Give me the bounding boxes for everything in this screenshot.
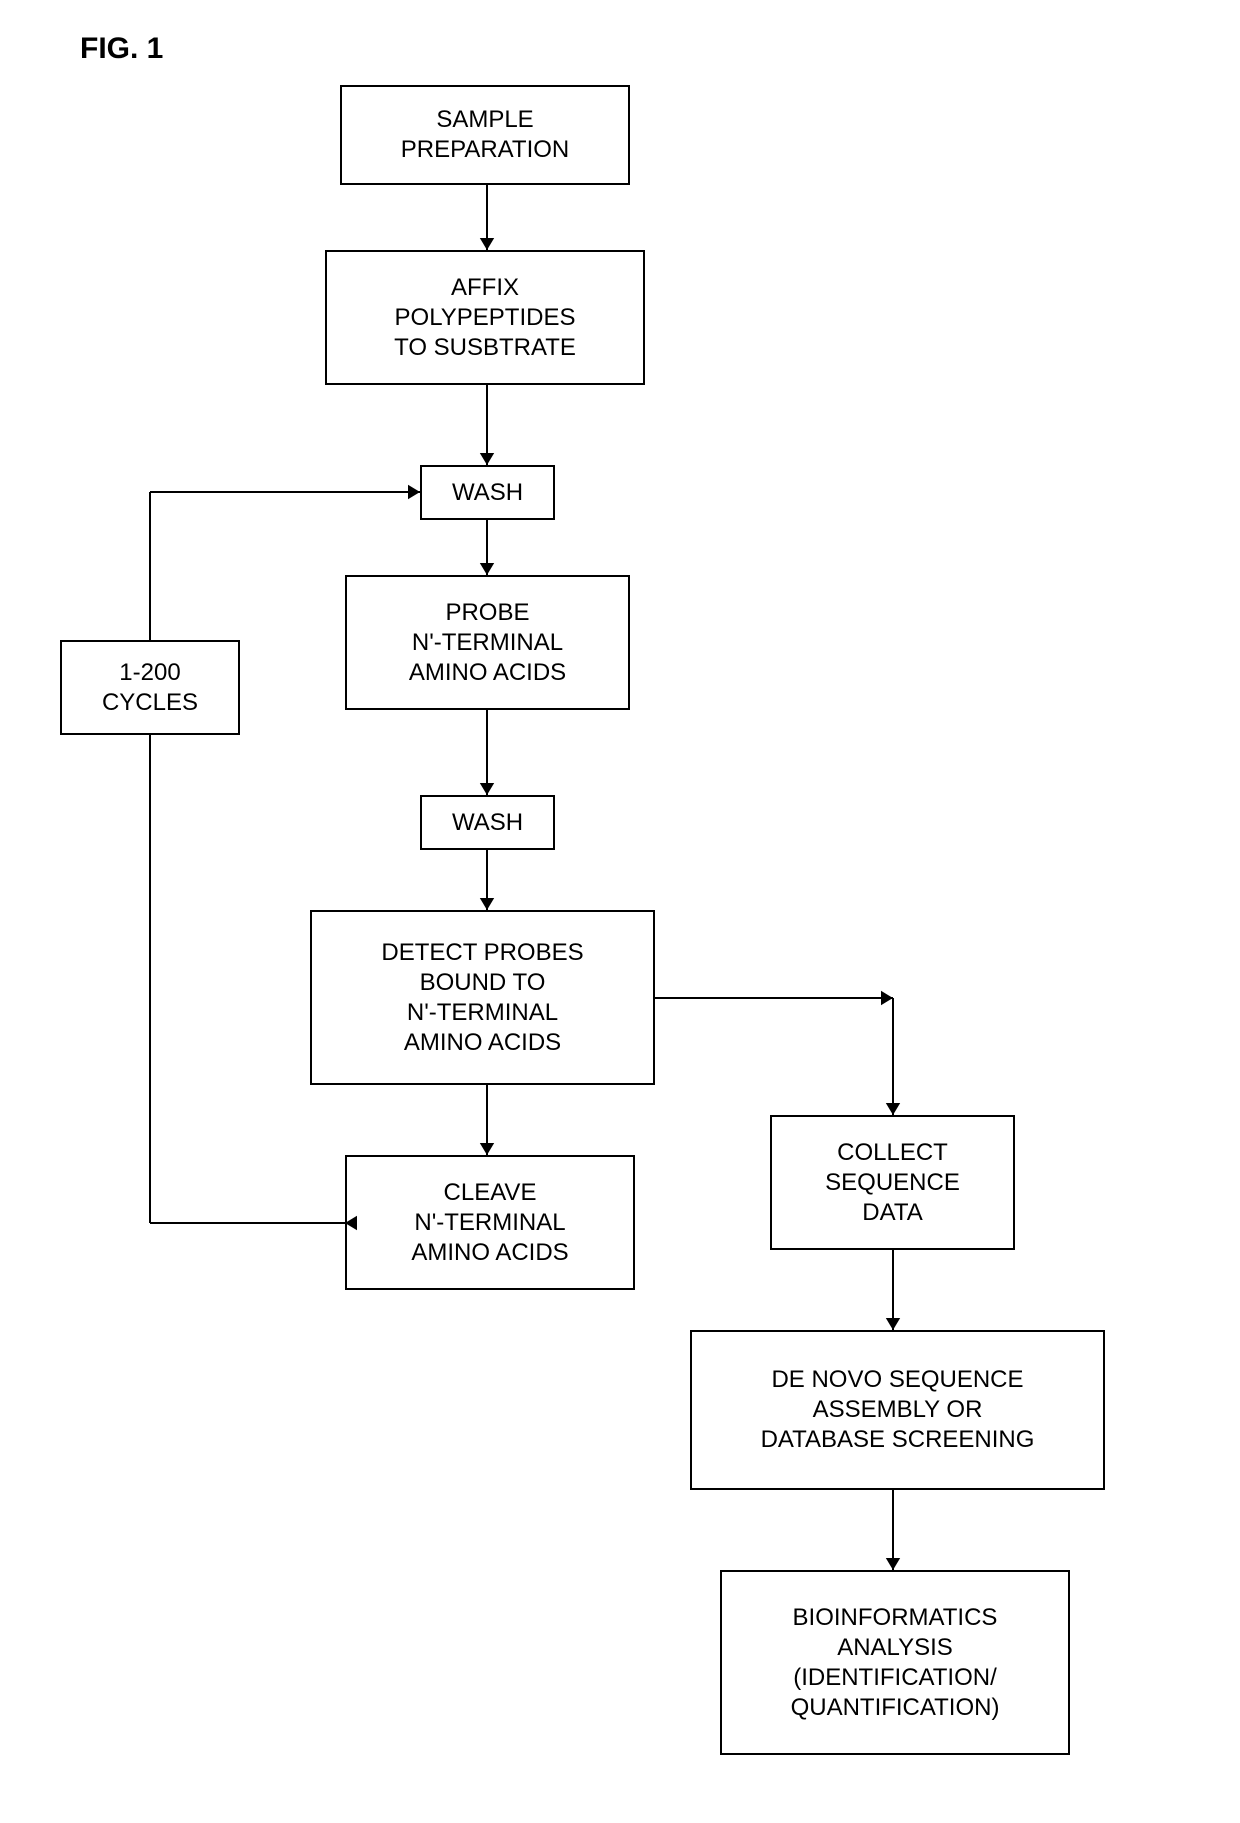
node-label: DE NOVO SEQUENCEASSEMBLY ORDATABASE SCRE… [761,1365,1035,1455]
node-label: PROBEN'-TERMINALAMINO ACIDS [409,598,566,688]
node-label: DETECT PROBESBOUND TON'-TERMINALAMINO AC… [381,938,583,1058]
node-cleave: CLEAVEN'-TERMINALAMINO ACIDS [345,1155,635,1290]
node-denovo: DE NOVO SEQUENCEASSEMBLY ORDATABASE SCRE… [690,1330,1105,1490]
node-affix: AFFIXPOLYPEPTIDESTO SUSBTRATE [325,250,645,385]
node-detect: DETECT PROBESBOUND TON'-TERMINALAMINO AC… [310,910,655,1085]
node-probe: PROBEN'-TERMINALAMINO ACIDS [345,575,630,710]
node-label: CLEAVEN'-TERMINALAMINO ACIDS [411,1178,568,1268]
node-label: COLLECTSEQUENCEDATA [825,1138,960,1228]
node-label: 1-200CYCLES [102,658,198,718]
node-label: SAMPLEPREPARATION [401,105,569,165]
node-label: BIOINFORMATICSANALYSIS(IDENTIFICATION/QU… [791,1603,1000,1723]
node-wash-1: WASH [420,465,555,520]
node-label: WASH [452,808,523,838]
node-sample-prep: SAMPLEPREPARATION [340,85,630,185]
node-wash-2: WASH [420,795,555,850]
node-label: WASH [452,478,523,508]
node-label: AFFIXPOLYPEPTIDESTO SUSBTRATE [394,273,576,363]
node-collect: COLLECTSEQUENCEDATA [770,1115,1015,1250]
figure-title: FIG. 1 [80,32,163,66]
node-cycles: 1-200CYCLES [60,640,240,735]
node-bioinfo: BIOINFORMATICSANALYSIS(IDENTIFICATION/QU… [720,1570,1070,1755]
